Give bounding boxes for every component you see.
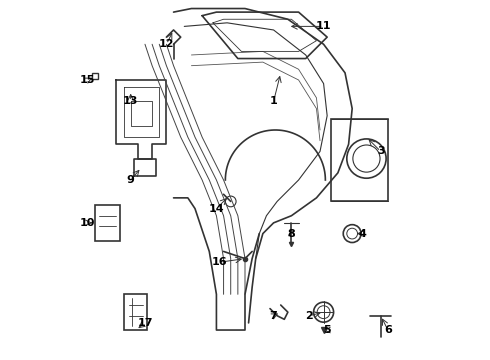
Text: 15: 15 [80,75,96,85]
Bar [95,205,120,241]
Text: 14: 14 [209,203,224,213]
Text: 5: 5 [323,325,331,335]
Bar [331,119,388,202]
Text: 12: 12 [159,39,174,49]
Text: 16: 16 [212,257,228,267]
Text: 11: 11 [316,21,331,31]
Text: 6: 6 [384,325,392,335]
Text: 17: 17 [137,318,153,328]
Text: 1: 1 [270,96,277,107]
Text: 10: 10 [80,218,96,228]
Text: 2: 2 [305,311,313,321]
Text: 8: 8 [288,229,295,239]
Text: 13: 13 [123,96,138,107]
Text: 3: 3 [377,147,385,157]
Text: 4: 4 [359,229,367,239]
Text: 9: 9 [127,175,135,185]
Bar [123,294,147,330]
Text: 7: 7 [270,311,277,321]
